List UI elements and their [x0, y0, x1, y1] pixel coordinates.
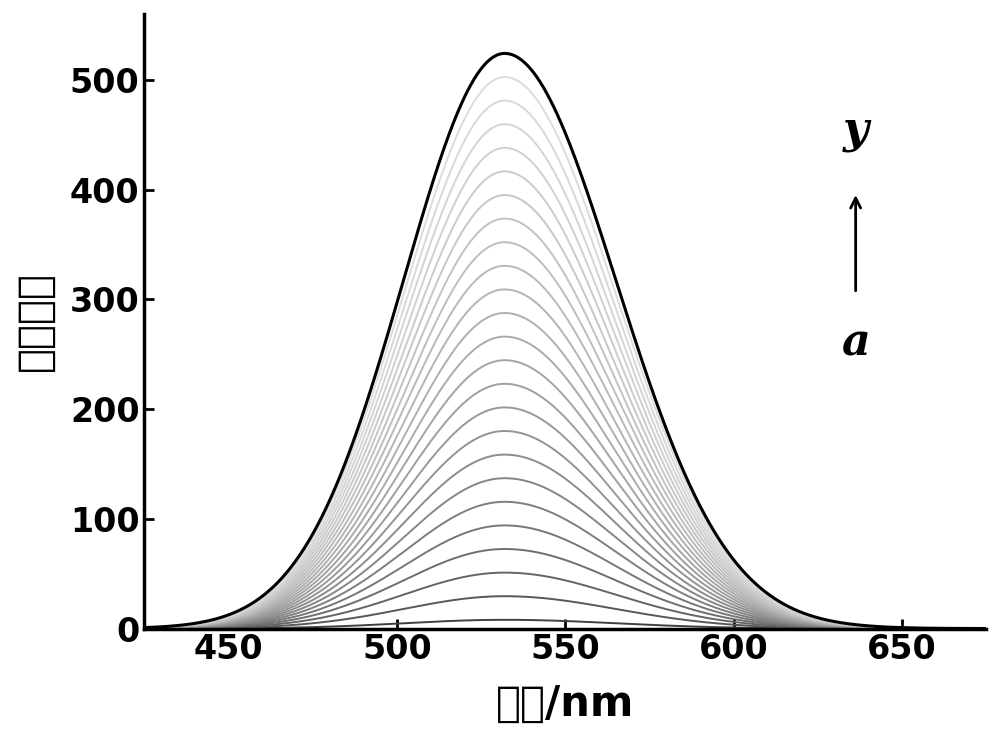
- Text: y: y: [843, 109, 869, 152]
- X-axis label: 波长/nm: 波长/nm: [496, 683, 634, 725]
- Text: a: a: [841, 321, 870, 364]
- Y-axis label: 荧光强度: 荧光强度: [14, 271, 56, 371]
